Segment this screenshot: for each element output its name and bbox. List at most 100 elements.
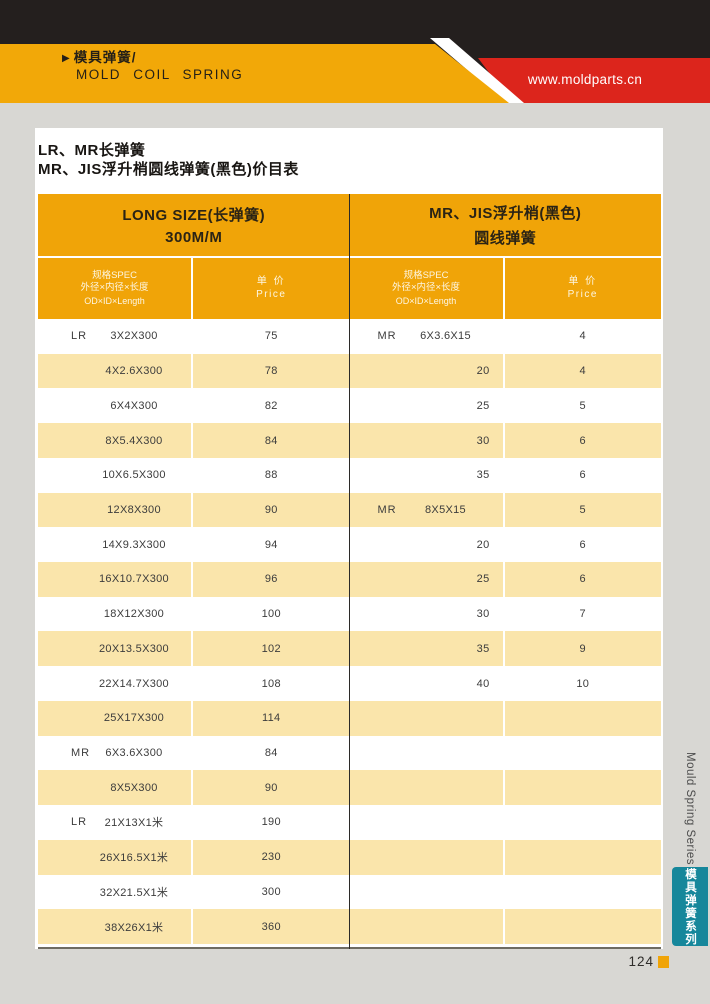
left-spec-cell: 12X8X300 <box>38 492 193 528</box>
left-spec-value: 20X13.5X300 <box>99 642 169 655</box>
left-spec-value: 38X26X1米 <box>104 921 164 934</box>
left-price-cell: 96 <box>264 573 278 586</box>
left-spec-cell: 26X16.5X1米 <box>38 839 193 875</box>
brand-line-zh: ▶ 模具弹簧/ <box>62 50 243 67</box>
left-header-line1: LONG SIZE(长弹簧) <box>122 207 266 224</box>
right-spec-cell <box>350 805 505 840</box>
right-price-cell: 7 <box>579 608 586 621</box>
spec-dims-en: OD×ID×Length <box>395 295 457 306</box>
left-spec-value: 6X3.6X300 <box>105 746 163 759</box>
left-spec-cell: 16X10.7X300 <box>38 562 193 597</box>
banner-background <box>0 0 710 103</box>
price-label-zh: 单 价 <box>256 276 286 287</box>
triangle-bullet-icon: ▶ <box>62 53 71 64</box>
left-spec-value: 21X13X1米 <box>104 817 164 830</box>
right-spec-cell: 35 <box>350 457 505 493</box>
left-spec-value: 12X8X300 <box>107 503 161 516</box>
left-spec-cell: 10X6.5X300 <box>38 457 193 493</box>
left-spec-value: 3X2X300 <box>110 330 158 343</box>
right-spec-value: 20 <box>476 365 490 378</box>
spec-label-zh: 规格SPEC <box>92 269 137 281</box>
left-price-cell: 360 <box>261 920 281 933</box>
left-spec-value: 8X5.4X300 <box>105 434 163 447</box>
right-spec-cell <box>350 700 505 736</box>
website-url: www.moldparts.cn <box>527 72 643 87</box>
left-spec-column-header: 规格SPEC 外径×内径×长度 OD×ID×Length <box>38 258 193 319</box>
right-spec-cell <box>350 909 505 944</box>
content-panel: LR、MR长弹簧 MR、JIS浮升梢圆线弹簧(黑色)价目表 LONG SIZE(… <box>35 128 663 949</box>
left-price-column-header: 单 价 Price <box>193 258 350 319</box>
banner-red-band <box>478 58 710 103</box>
left-spec-value: 18X12X300 <box>103 608 165 621</box>
right-price-cell <box>505 840 662 875</box>
page-title-line2: MR、JIS浮升梢圆线弹簧(黑色)价目表 <box>38 160 299 178</box>
right-price-cell <box>505 736 662 771</box>
right-spec-value: 35 <box>476 469 490 482</box>
price-label-en: Price <box>567 288 598 300</box>
right-price-cell <box>505 909 662 944</box>
left-spec-cell: 4X2.6X300 <box>38 353 193 389</box>
right-price-cell: 4 <box>579 330 586 343</box>
left-price-cell: 100 <box>261 608 281 621</box>
right-spec-cell <box>350 770 505 806</box>
right-spec-cell: 20 <box>350 353 505 389</box>
right-spec-value: 25 <box>476 573 490 586</box>
spec-label-zh: 规格SPEC <box>403 269 449 281</box>
right-spec-cell: 25 <box>350 562 505 597</box>
right-price-cell <box>505 701 662 736</box>
right-spec-value: 40 <box>476 677 490 690</box>
left-spec-value: 25X17X300 <box>103 712 165 725</box>
left-spec-cell: 6X4X300 <box>38 388 193 424</box>
right-price-cell: 6 <box>579 434 586 447</box>
price-label-en: Price <box>256 288 287 300</box>
right-spec-value: 20 <box>476 538 490 551</box>
page-title-line1: LR、MR长弹簧 <box>38 142 146 159</box>
page-number: 124 <box>628 954 654 969</box>
left-price-cell: 230 <box>261 851 281 864</box>
right-price-cell: 6 <box>579 538 586 551</box>
series-name-vertical-en: Mould Spring Series <box>684 752 696 866</box>
left-price-cell: 90 <box>264 503 278 516</box>
right-spec-cell: 30 <box>350 423 505 458</box>
left-price-cell: 300 <box>261 885 281 898</box>
left-spec-value: 4X2.6X300 <box>105 365 163 378</box>
left-spec-cell: 22X14.7X300 <box>38 666 193 701</box>
left-price-cell: 108 <box>261 677 281 690</box>
left-spec-cell: MR 6X3.6X300 <box>38 735 193 771</box>
right-series-prefix: MR <box>377 330 397 343</box>
left-spec-cell: LR 21X13X1米 <box>38 805 193 840</box>
right-spec-column-header: 规格SPEC 外径×内径×长度 OD×ID×Length <box>349 258 505 319</box>
left-spec-cell: 8X5X300 <box>38 770 193 806</box>
right-spec-value: 8X5X15 <box>425 503 466 516</box>
right-price-cell: 5 <box>579 399 586 412</box>
table-header-left: LONG SIZE(长弹簧) 300M/M <box>38 194 350 256</box>
spec-dims-zh: 外径×内径×长度 <box>391 282 461 294</box>
left-spec-cell: LR 3X2X300 <box>38 319 193 354</box>
brand-block: ▶ 模具弹簧/ MOLD COIL SPRING <box>62 50 243 83</box>
left-spec-value: 16X10.7X300 <box>99 573 169 586</box>
right-price-cell: 9 <box>579 642 586 655</box>
left-price-cell: 190 <box>261 816 281 829</box>
page-title: LR、MR长弹簧 MR、JIS浮升梢圆线弹簧(黑色)价目表 <box>38 142 299 179</box>
left-price-cell: 90 <box>264 781 278 794</box>
right-price-cell: 5 <box>579 503 586 516</box>
right-spec-value: 6X3.6X15 <box>420 330 471 343</box>
left-price-cell: 88 <box>264 469 278 482</box>
right-spec-cell <box>350 839 505 875</box>
left-price-cell: 84 <box>264 746 278 759</box>
right-price-cell <box>505 805 662 840</box>
left-price-cell: 75 <box>264 330 278 343</box>
price-table: LONG SIZE(长弹簧) 300M/M MR、JIS浮升梢(黑色) 圆线弹簧… <box>38 194 661 949</box>
spec-dims-en: OD×ID×Length <box>84 295 145 306</box>
left-price-cell: 82 <box>264 399 278 412</box>
right-spec-cell <box>350 874 505 910</box>
left-spec-value: 8X5X300 <box>110 781 158 794</box>
left-spec-value: 26X16.5X1米 <box>99 852 169 865</box>
left-series-prefix: LR <box>71 330 88 343</box>
right-header-line2: 圆线弹簧 <box>474 230 537 247</box>
left-spec-cell: 18X12X300 <box>38 596 193 632</box>
series-teal-tab: 模具弹簧系列 <box>672 867 708 946</box>
right-spec-cell: 30 <box>350 596 505 632</box>
right-spec-cell <box>350 735 505 771</box>
left-series-prefix: LR <box>71 816 88 829</box>
